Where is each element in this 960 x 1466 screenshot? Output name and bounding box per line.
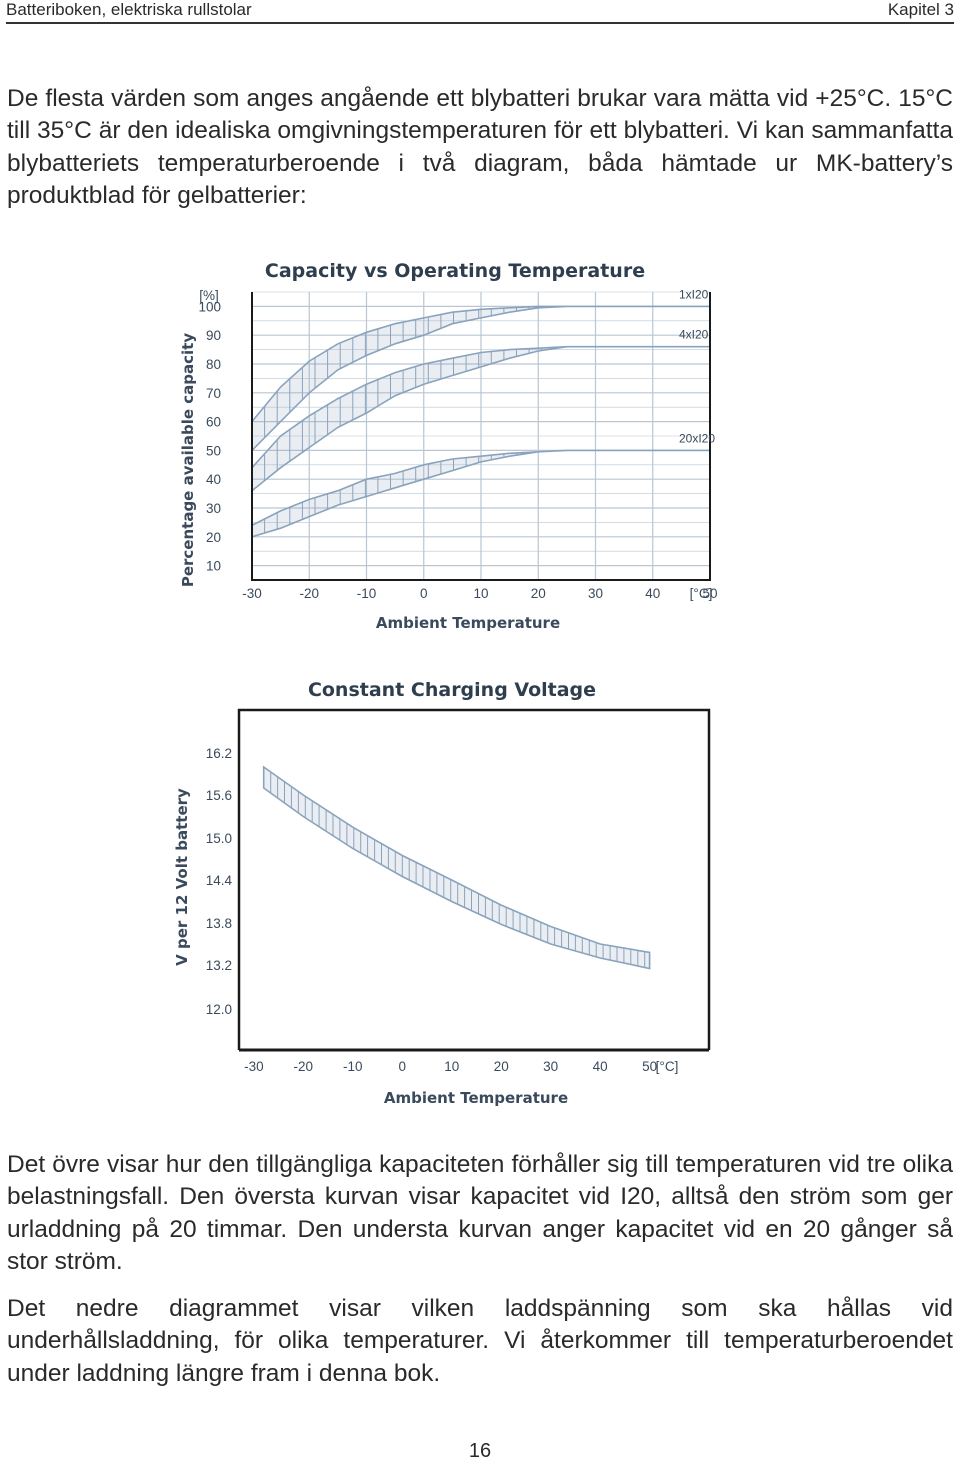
chapter-label: Kapitel 3 (888, 0, 954, 20)
body-paragraph: Det nedre diagrammet visar vilken laddsp… (7, 1293, 953, 1390)
y-tick-label: 15.6 (206, 788, 232, 803)
body-paragraph: Det övre visar hur den tillgängliga kapa… (7, 1149, 953, 1278)
x-tick-label: 0 (399, 1059, 407, 1074)
page-header: Batteriboken, elektriska rullstolar Kapi… (6, 0, 954, 24)
y-tick-label: 30 (206, 501, 221, 516)
y-axis-label: V per 12 Volt battery (173, 788, 191, 966)
x-tick-label: 30 (588, 586, 603, 601)
series-bands (264, 767, 650, 969)
chart-title: Capacity vs Operating Temperature (265, 260, 645, 282)
x-tick-label: 20 (494, 1059, 509, 1074)
series-band-1-hatch (252, 347, 554, 490)
x-tick-label: -10 (357, 586, 377, 601)
x-tick-label: -30 (244, 1059, 264, 1074)
x-axis-label: Ambient Temperature (384, 1089, 568, 1107)
series-band-0 (264, 767, 650, 969)
x-tick-labels: -30 -20 -10 0 10 20 30 40 50 (244, 1059, 657, 1074)
plot-frame (239, 710, 709, 1050)
series-label: 20xI20 (679, 431, 715, 445)
y-tick-label: 70 (206, 386, 221, 401)
charging-voltage-chart: Constant Charging Voltage 12.0 13.2 13.8 14… (0, 672, 960, 1117)
series-label: 4xI20 (679, 328, 709, 342)
x-tick-label: -10 (343, 1059, 363, 1074)
book-title: Batteriboken, elektriska rullstolar (6, 0, 252, 20)
series-label: 1xI20 (679, 287, 709, 301)
x-tick-labels: -30 -20 -10 0 10 20 30 40 50 (242, 586, 717, 601)
x-tick-label: 10 (473, 586, 488, 601)
x-tick-label: -30 (242, 586, 262, 601)
x-tick-label: -20 (294, 1059, 314, 1074)
x-tick-label: 20 (531, 586, 546, 601)
y-tick-label: 14.4 (206, 873, 233, 888)
x-tick-label: 40 (645, 586, 660, 601)
y-tick-label: 13.2 (206, 958, 232, 973)
capacity-chart: Capacity vs Operating Temperature 10 20 30… (0, 250, 960, 640)
y-tick-label: 40 (206, 472, 221, 487)
y-unit: [%] (199, 288, 219, 303)
x-tick-label: 40 (593, 1059, 608, 1074)
axis-frame (239, 710, 709, 1050)
y-tick-label: 10 (206, 559, 221, 574)
x-tick-label: 0 (420, 586, 428, 601)
page-number: 16 (0, 1440, 960, 1463)
y-tick-label: 13.8 (206, 916, 232, 931)
y-tick-labels: 12.0 13.2 13.8 14.4 15.0 15.6 16.2 (206, 746, 233, 1017)
chart-title: Constant Charging Voltage (308, 679, 596, 701)
y-axis-label: Percentage available capacity (179, 333, 197, 588)
y-tick-label: 80 (206, 357, 221, 372)
y-tick-label: 16.2 (206, 746, 232, 761)
y-tick-label: 60 (206, 415, 221, 430)
x-unit: [°C] (690, 586, 713, 601)
x-tick-label: 10 (444, 1059, 459, 1074)
y-tick-label: 50 (206, 443, 221, 458)
y-tick-label: 12.0 (206, 1002, 232, 1017)
y-tick-label: 20 (206, 530, 221, 545)
x-tick-label: -20 (299, 586, 319, 601)
series-band-0-hatch (264, 767, 645, 967)
x-tick-label: 30 (543, 1059, 558, 1074)
x-unit: [°C] (656, 1059, 679, 1074)
intro-paragraph: De flesta värden som anges angående ett … (7, 83, 953, 212)
y-tick-label: 90 (206, 328, 221, 343)
y-tick-label: 15.0 (206, 831, 232, 846)
x-axis-label: Ambient Temperature (376, 614, 560, 632)
